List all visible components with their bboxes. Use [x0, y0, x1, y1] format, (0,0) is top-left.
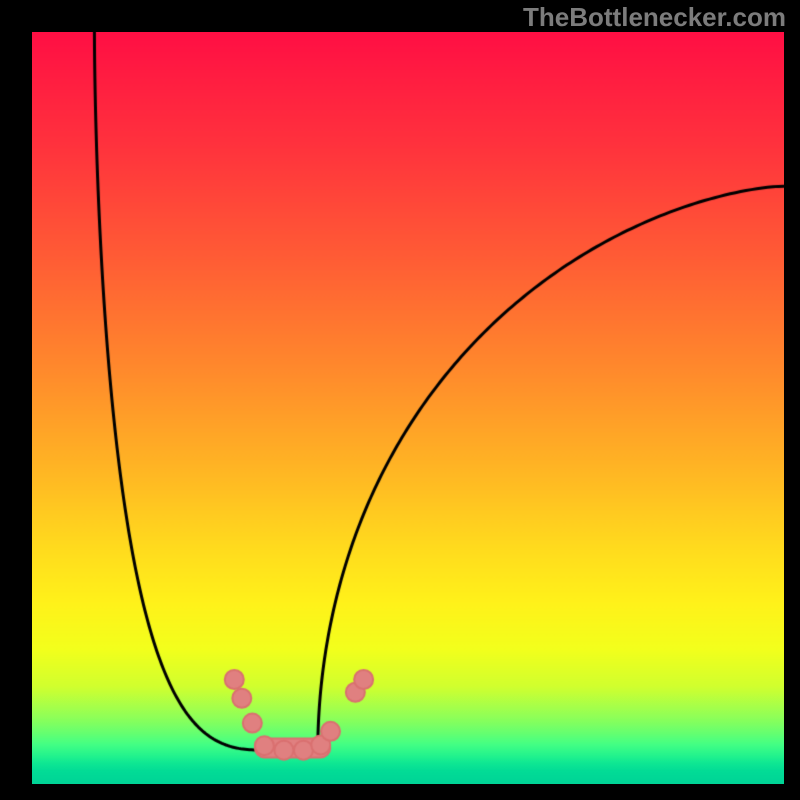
watermark-text: TheBottlenecker.com — [523, 2, 786, 33]
bottleneck-curve-chart — [32, 32, 784, 784]
chart-container: TheBottlenecker.com — [0, 0, 800, 800]
